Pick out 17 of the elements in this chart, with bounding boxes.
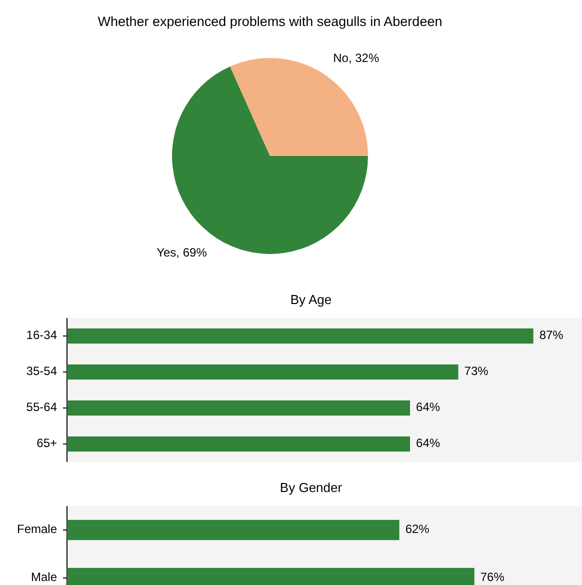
y-tick-label: Female bbox=[16, 522, 58, 536]
chart-title: Whether experienced problems with seagulls in Aberdeen bbox=[98, 14, 442, 29]
data-label: 87% bbox=[539, 328, 564, 342]
data-label: 62% bbox=[405, 522, 430, 536]
y-tick-label: Male bbox=[30, 570, 58, 584]
y-tick-label: 55-64 bbox=[26, 400, 58, 414]
slice-label: Yes, 69% bbox=[156, 245, 208, 260]
data-label: 73% bbox=[464, 364, 489, 378]
chart-title: By Gender bbox=[280, 480, 343, 495]
data-label: 64% bbox=[416, 436, 440, 450]
y-tick-label: 65+ bbox=[36, 436, 57, 450]
y-tick-label: 16-34 bbox=[26, 328, 58, 342]
y-tick-label: 35-54 bbox=[26, 364, 58, 378]
chart-title: By Age bbox=[290, 292, 332, 307]
slice-label: No, 32% bbox=[333, 50, 380, 65]
data-label: 76% bbox=[480, 570, 505, 584]
data-label: 64% bbox=[416, 400, 440, 414]
